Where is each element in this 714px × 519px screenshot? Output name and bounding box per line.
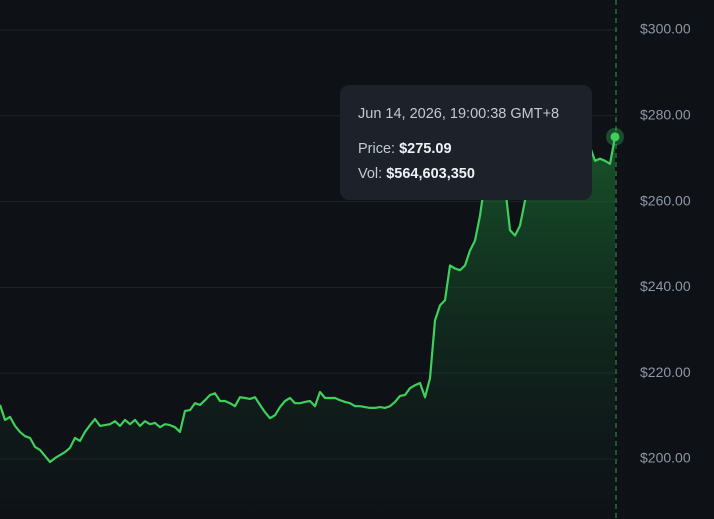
tooltip-title: Jun 14, 2026, 19:00:38 GMT+8: [358, 106, 560, 122]
y-tick-label: $260.00: [640, 192, 691, 208]
y-tick-label: $300.00: [640, 21, 691, 37]
y-tick-label: $200.00: [640, 450, 691, 466]
tooltip-vol: Vol: $564,603,350: [358, 162, 574, 187]
tooltip-price: Price: $275.09: [358, 137, 574, 162]
price-label: Price:: [358, 141, 396, 157]
y-tick-label: $240.00: [640, 278, 691, 294]
y-tick-label: $280.00: [640, 107, 691, 123]
hover-point: [610, 132, 620, 142]
vol-label: Vol:: [358, 166, 383, 182]
y-tick-label: $220.00: [640, 364, 691, 380]
price-line: [0, 136, 617, 464]
vol-value: $564,603,350: [386, 166, 475, 182]
price-value: $275.09: [399, 141, 452, 157]
tooltip: Jun 14, 2026, 19:00:38 GMT+8 Price: $275…: [340, 85, 592, 200]
